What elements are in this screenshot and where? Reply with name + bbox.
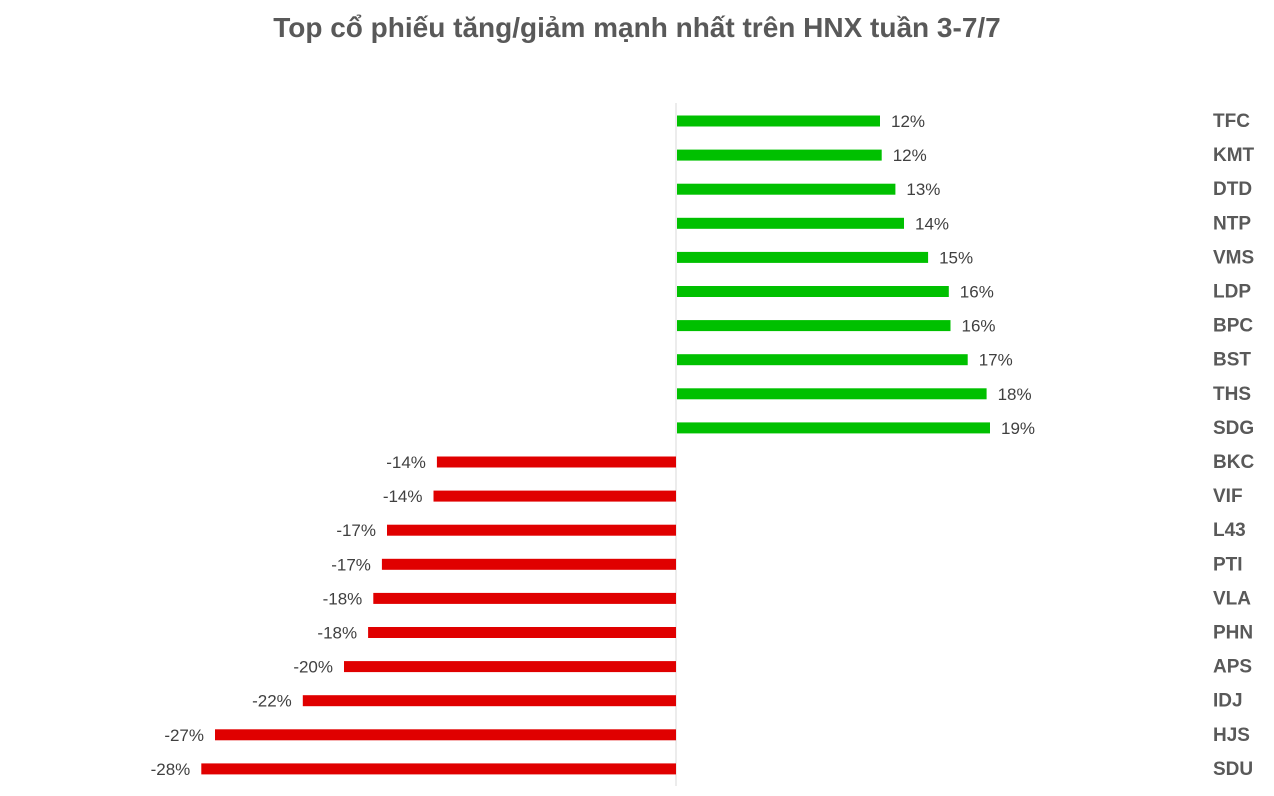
- category-label-tfc: TFC: [1213, 111, 1250, 132]
- category-label-l43: L43: [1213, 520, 1246, 541]
- bar-ths: [677, 388, 987, 400]
- category-label-idj: IDJ: [1213, 691, 1243, 712]
- value-label-bkc: -14%: [386, 453, 426, 472]
- value-label-vms: 15%: [939, 248, 973, 267]
- bar-tfc: [677, 115, 880, 127]
- value-label-ntp: 14%: [915, 214, 949, 233]
- category-labels-group: TFC KMT DTD NTP VMS LDP BPC BST THS SDG BKC VIF L43 P…: [1213, 111, 1255, 780]
- bar-aps: [344, 661, 676, 673]
- category-label-ths: THS: [1213, 384, 1251, 405]
- bar-vif: [433, 490, 676, 502]
- value-label-hjs: -27%: [164, 726, 204, 745]
- value-label-bpc: 16%: [962, 317, 996, 336]
- value-label-aps: -20%: [293, 658, 333, 677]
- value-label-idj: -22%: [252, 692, 292, 711]
- bar-ldp: [677, 286, 949, 297]
- category-label-vms: VMS: [1213, 247, 1254, 268]
- bar-bpc: [677, 320, 951, 332]
- chart-title: Top cổ phiếu tăng/giảm mạnh nhất trên HN…: [273, 12, 1001, 43]
- category-label-hjs: HJS: [1213, 725, 1250, 746]
- value-label-sdg: 19%: [1001, 419, 1035, 438]
- category-label-bkc: BKC: [1213, 452, 1254, 473]
- value-label-l43: -17%: [336, 521, 376, 540]
- value-label-ths: 18%: [998, 385, 1032, 404]
- category-label-vif: VIF: [1213, 486, 1243, 507]
- value-label-phn: -18%: [317, 624, 357, 643]
- category-label-ntp: NTP: [1213, 213, 1251, 234]
- value-labels-group: 12% 12% 13% 14% 15% 16% 16% 17% 18% 19% -14% -14% -1…: [151, 112, 1035, 779]
- bar-bkc: [436, 456, 676, 468]
- category-label-phn: PHN: [1213, 623, 1253, 644]
- value-label-dtd: 13%: [906, 180, 940, 199]
- value-label-sdu: -28%: [151, 760, 191, 779]
- bar-l43: [387, 524, 676, 536]
- category-label-sdu: SDU: [1213, 759, 1253, 780]
- bar-sdu: [201, 763, 677, 775]
- value-label-bst: 17%: [979, 351, 1013, 370]
- category-label-dtd: DTD: [1213, 179, 1252, 200]
- category-label-sdg: SDG: [1213, 418, 1254, 439]
- bar-ntp: [677, 217, 904, 229]
- bars-group: [201, 115, 990, 775]
- category-label-aps: APS: [1213, 657, 1252, 678]
- bar-pti: [381, 558, 676, 570]
- value-label-ldp: 16%: [960, 283, 994, 302]
- value-label-tfc: 12%: [891, 112, 925, 131]
- category-label-ldp: LDP: [1213, 282, 1251, 303]
- bar-idj: [302, 695, 676, 707]
- value-label-vif: -14%: [383, 487, 423, 506]
- bar-bst: [677, 354, 968, 366]
- value-label-kmt: 12%: [893, 146, 927, 165]
- bar-vms: [677, 251, 929, 263]
- category-label-pti: PTI: [1213, 554, 1243, 575]
- value-label-vla: -18%: [323, 589, 363, 608]
- bar-hjs: [215, 729, 676, 741]
- bar-phn: [368, 627, 676, 638]
- value-label-pti: -17%: [331, 555, 371, 574]
- category-label-vla: VLA: [1213, 588, 1251, 609]
- bar-kmt: [677, 149, 882, 161]
- bar-vla: [373, 592, 676, 604]
- bar-dtd: [677, 183, 896, 195]
- category-label-kmt: KMT: [1213, 145, 1255, 166]
- category-label-bst: BST: [1213, 350, 1251, 371]
- category-label-bpc: BPC: [1213, 316, 1253, 337]
- bar-sdg: [677, 422, 990, 434]
